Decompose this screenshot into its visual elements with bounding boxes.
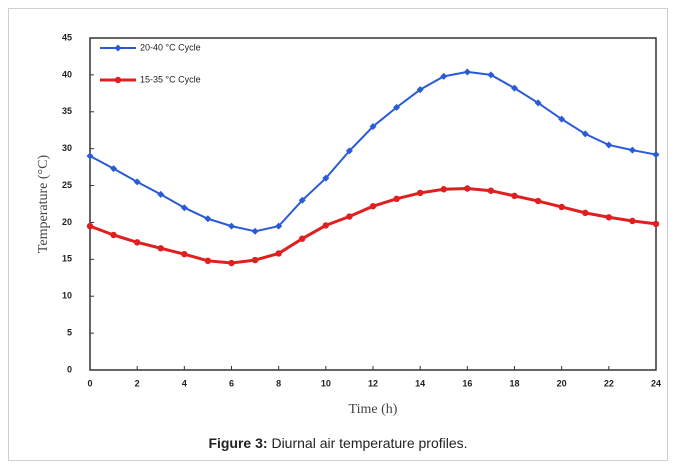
marker xyxy=(558,115,566,123)
marker xyxy=(228,259,235,267)
marker xyxy=(393,103,401,111)
x-tick-label: 10 xyxy=(321,378,331,388)
marker xyxy=(133,239,141,246)
marker xyxy=(86,152,94,160)
x-tick-label: 8 xyxy=(276,378,281,388)
caption: Figure 3: Diurnal air temperature profil… xyxy=(208,435,467,451)
y-tick-label: 40 xyxy=(62,69,72,79)
marker xyxy=(629,217,636,225)
x-tick-label: 2 xyxy=(135,378,140,388)
x-tick-label: 20 xyxy=(557,378,567,388)
y-axis-title: Temperature (°C) xyxy=(36,155,51,254)
marker xyxy=(228,222,235,230)
marker xyxy=(345,147,353,155)
x-axis-title: Time (h) xyxy=(349,402,398,417)
y-tick-label: 25 xyxy=(62,180,72,190)
marker xyxy=(157,190,165,198)
marker xyxy=(204,257,212,265)
marker xyxy=(275,222,283,230)
marker xyxy=(86,222,94,230)
marker xyxy=(204,215,212,223)
marker xyxy=(322,174,330,182)
figure-frame xyxy=(8,8,668,461)
marker xyxy=(464,185,471,192)
marker xyxy=(511,84,518,92)
legend-label: 15-35 °C Cycle xyxy=(140,74,201,84)
marker xyxy=(605,141,613,149)
x-tick-label: 12 xyxy=(368,378,378,388)
y-tick-label: 10 xyxy=(62,291,72,301)
marker xyxy=(114,76,122,84)
marker xyxy=(393,195,400,203)
y-tick-label: 0 xyxy=(67,364,72,374)
marker xyxy=(416,86,424,94)
marker xyxy=(181,250,188,258)
marker xyxy=(322,222,330,229)
y-tick-label: 35 xyxy=(62,106,72,116)
marker xyxy=(581,130,589,138)
y-tick-label: 20 xyxy=(62,217,72,227)
marker xyxy=(275,250,282,257)
marker xyxy=(298,196,306,204)
marker xyxy=(582,209,589,217)
marker xyxy=(652,220,660,228)
marker xyxy=(440,186,447,193)
marker xyxy=(110,165,118,173)
marker xyxy=(299,235,306,242)
marker xyxy=(605,214,613,221)
marker xyxy=(487,187,495,194)
x-tick-label: 18 xyxy=(509,378,519,388)
marker xyxy=(157,245,164,252)
marker xyxy=(346,213,353,220)
marker xyxy=(180,204,188,212)
marker xyxy=(369,203,377,210)
y-tick-label: 45 xyxy=(62,32,72,42)
x-tick-label: 0 xyxy=(87,378,92,388)
y-tick-label: 30 xyxy=(62,143,72,153)
marker xyxy=(558,203,565,211)
y-tick-label: 15 xyxy=(62,254,72,264)
marker xyxy=(114,44,122,52)
x-tick-label: 22 xyxy=(604,378,614,388)
marker xyxy=(251,227,259,235)
marker xyxy=(628,146,636,154)
marker xyxy=(463,68,471,76)
caption-text: Diurnal air temperature profiles. xyxy=(268,435,468,451)
marker xyxy=(110,231,117,239)
legend-label: 20-40 °C Cycle xyxy=(140,42,201,52)
marker xyxy=(487,71,495,79)
marker xyxy=(511,192,518,200)
caption-label: Figure 3: xyxy=(208,435,267,451)
marker xyxy=(133,178,141,186)
y-tick-label: 5 xyxy=(67,327,72,337)
marker xyxy=(440,72,448,80)
x-tick-label: 16 xyxy=(462,378,472,388)
x-tick-label: 4 xyxy=(182,378,187,388)
x-tick-label: 24 xyxy=(651,378,661,388)
x-tick-label: 6 xyxy=(229,378,234,388)
marker xyxy=(251,256,259,264)
marker xyxy=(369,123,377,131)
x-tick-label: 14 xyxy=(415,378,425,388)
marker xyxy=(534,197,542,205)
marker xyxy=(534,99,542,107)
marker xyxy=(416,189,424,197)
marker xyxy=(652,151,660,159)
